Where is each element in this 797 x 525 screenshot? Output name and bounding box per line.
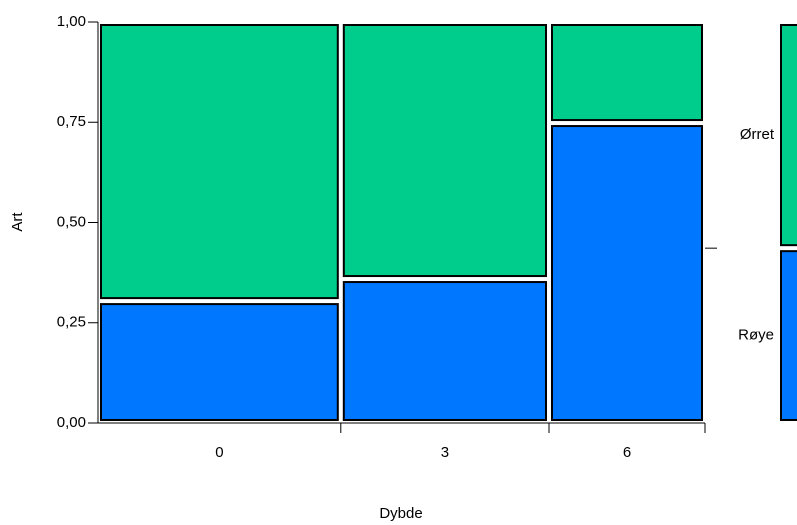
mosaic-tile bbox=[342, 24, 548, 278]
x-axis-label: Dybde bbox=[379, 505, 422, 522]
overall-tile bbox=[780, 24, 797, 247]
legend-label: Røye bbox=[738, 327, 774, 344]
x-tick-label: 3 bbox=[441, 444, 449, 461]
overall-tile bbox=[780, 250, 797, 421]
y-tick-label: 1,00 bbox=[57, 13, 86, 30]
y-tick-label: 0,75 bbox=[57, 113, 86, 130]
y-axis-label: Art bbox=[9, 212, 26, 232]
mosaic-tile bbox=[551, 125, 703, 421]
y-tick-label: 0,25 bbox=[57, 314, 86, 331]
y-tick-label: 0,50 bbox=[57, 213, 86, 230]
mosaic-tile bbox=[100, 24, 339, 300]
legend-label: Ørret bbox=[740, 126, 775, 143]
x-tick-label: 6 bbox=[623, 444, 631, 461]
y-tick-label: 0,00 bbox=[57, 414, 86, 431]
mosaic-tile bbox=[342, 281, 548, 421]
mosaic-tile bbox=[100, 303, 339, 422]
mosaic-tile bbox=[551, 24, 703, 122]
x-tick-label: 0 bbox=[215, 444, 223, 461]
